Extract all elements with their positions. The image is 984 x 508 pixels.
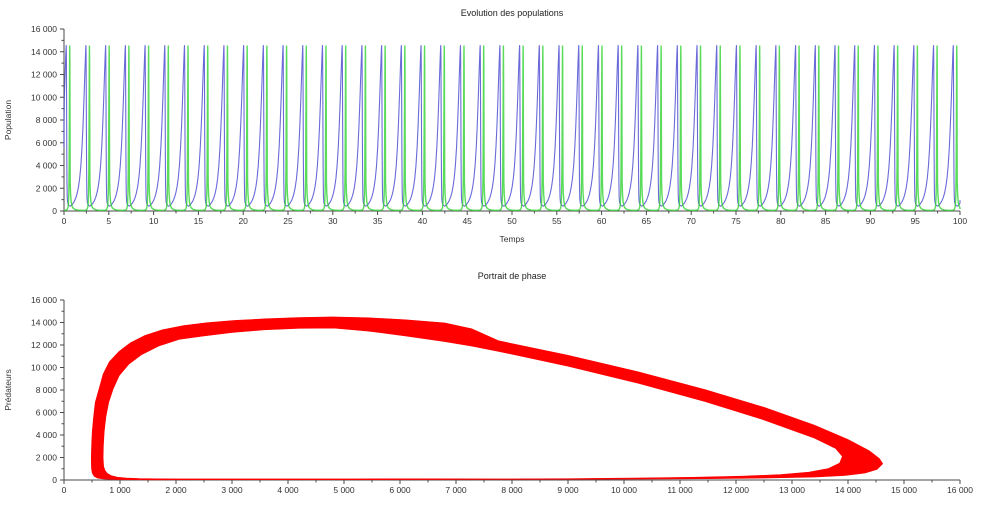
chart2-x-tick-label: 7 000 <box>445 485 467 495</box>
chart2-y-tick-label: 12 000 <box>31 340 57 350</box>
chart1-axes: 0 5 10 15 20 25 30 35 40 45 50 55 60 65 70 75 80 85 90 95 10… <box>31 24 967 226</box>
chart2-x-tick-label: 14 000 <box>835 485 861 495</box>
chart1-x-tick-label: 10 <box>149 216 159 226</box>
chart2-x-tick-label: 15 000 <box>891 485 917 495</box>
chart2-y-tick-label: 0 <box>52 475 57 485</box>
chart1-y-tick-label: 0 <box>52 206 57 216</box>
chart2-y-tick-label: 4 000 <box>36 430 58 440</box>
chart2-x-tick-label: 9 000 <box>557 485 579 495</box>
chart1-x-axis-label: Temps <box>499 234 525 244</box>
chart2-y-tick-label: 2 000 <box>36 453 58 463</box>
chart1-predateurs-line <box>63 45 961 212</box>
chart1-proies-line <box>63 44 961 207</box>
chart1-x-tick-label: 0 <box>62 216 67 226</box>
chart1-y-axis-label: Population <box>3 99 13 141</box>
chart2-x-tick-label: 11 000 <box>667 485 693 495</box>
chart1-x-tick-label: 75 <box>731 216 741 226</box>
chart1-y-tick-label: 2 000 <box>36 183 58 193</box>
chart1-y-tick-label: 10 000 <box>31 92 57 102</box>
chart1-y-tick-label: 8 000 <box>36 115 58 125</box>
chart2-y-tick-label: 16 000 <box>31 295 57 305</box>
chart1-y-tick-label: 4 000 <box>36 161 58 171</box>
chart2-x-tick-label: 4 000 <box>277 485 299 495</box>
chart2-x-tick-label: 5 000 <box>333 485 355 495</box>
chart2-y-tick-label: 14 000 <box>31 318 57 328</box>
chart1-y-tick-label: 14 000 <box>31 47 57 57</box>
chart1-y-tick-label: 16 000 <box>31 24 57 34</box>
chart1-x-tick-label: 90 <box>866 216 876 226</box>
chart1-x-tick-label: 25 <box>283 216 293 226</box>
chart2-title: Portrait de phase <box>477 271 547 281</box>
phase-loop <box>90 316 884 481</box>
chart1-x-tick-label: 40 <box>418 216 428 226</box>
chart1-x-tick-label: 45 <box>462 216 472 226</box>
chart1-x-tick-label: 65 <box>642 216 652 226</box>
chart2-y-axis-label: Prédateurs <box>3 369 13 411</box>
chart1-x-tick-label: 55 <box>552 216 562 226</box>
chart2-x-tick-label: 12 000 <box>723 485 749 495</box>
chart2-x-tick-label: 0 <box>62 485 67 495</box>
chart2-y-tick-label: 10 000 <box>31 363 57 373</box>
chart2-x-tick-label: 2 000 <box>165 485 187 495</box>
chart1-x-tick-label: 60 <box>597 216 607 226</box>
chart1-x-tick-label: 20 <box>238 216 248 226</box>
chart1-title: Evolution des populations <box>460 8 564 18</box>
chart1-x-tick-label: 100 <box>953 216 967 226</box>
chart2-x-tick-label: 13 000 <box>779 485 805 495</box>
chart1-x-tick-label: 35 <box>373 216 383 226</box>
chart1-y-tick-label: 12 000 <box>31 70 57 80</box>
chart1-x-tick-label: 50 <box>507 216 517 226</box>
chart1-x-tick-label: 30 <box>328 216 338 226</box>
chart2-axes: 0 1 000 2 000 3 000 4 000 5 000 6 000 7 000 8 00… <box>31 295 973 495</box>
chart2-x-tick-label: 10 000 <box>611 485 637 495</box>
chart1-y-tick-label: 6 000 <box>36 138 58 148</box>
chart2-x-tick-label: 16 000 <box>947 485 973 495</box>
chart2-x-tick-label: 8 000 <box>501 485 523 495</box>
chart1-x-tick-label: 85 <box>821 216 831 226</box>
chart2-y-tick-label: 8 000 <box>36 385 58 395</box>
chart2-x-tick-label: 1 000 <box>109 485 131 495</box>
chart1-x-tick-label: 70 <box>686 216 696 226</box>
chart1-x-tick-label: 95 <box>910 216 920 226</box>
chart2-x-tick-label: 3 000 <box>221 485 243 495</box>
chart1-x-tick-label: 80 <box>776 216 786 226</box>
chart1-x-tick-label: 5 <box>106 216 111 226</box>
chart2-x-tick-label: 6 000 <box>389 485 411 495</box>
chart2-y-tick-label: 6 000 <box>36 408 58 418</box>
chart1-x-tick-label: 15 <box>194 216 204 226</box>
